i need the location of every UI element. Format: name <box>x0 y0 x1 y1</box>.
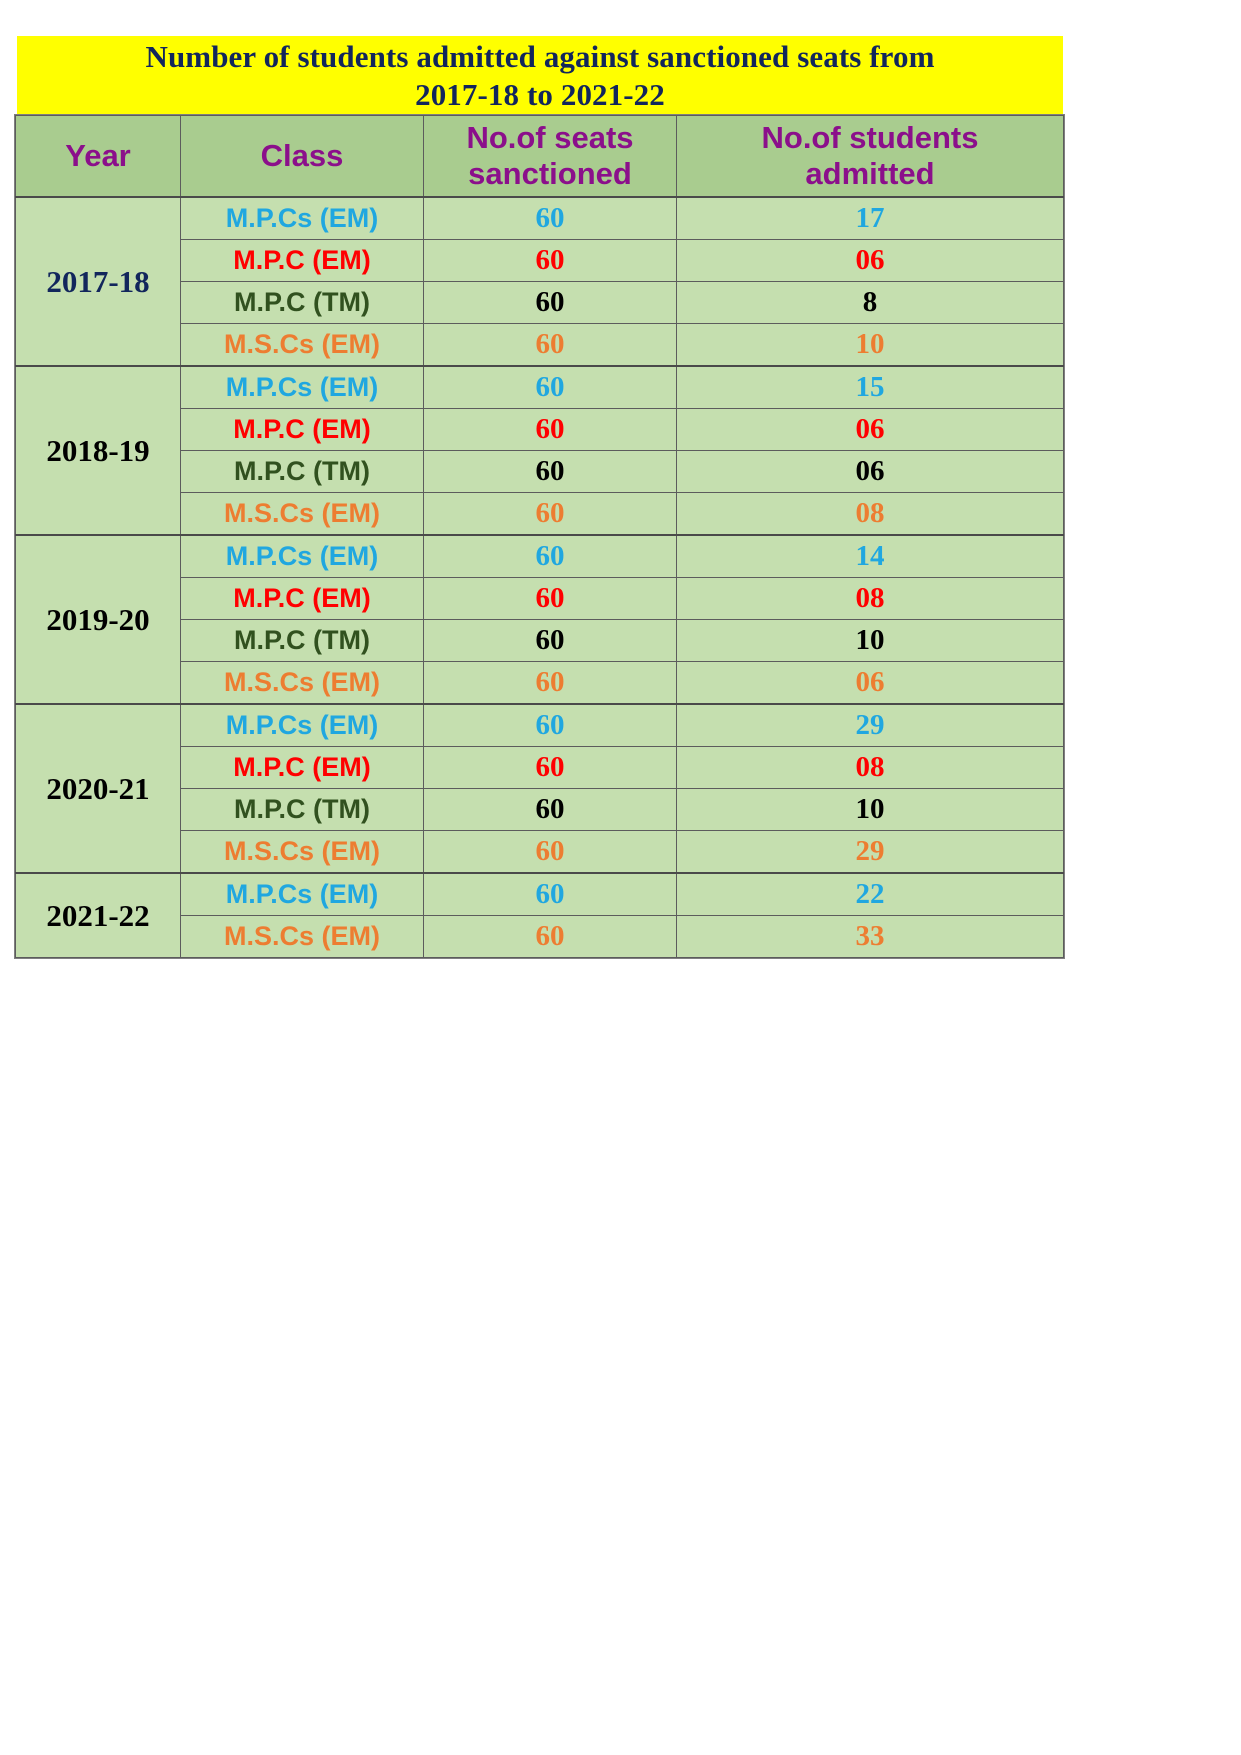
seats-sanctioned-cell: 60 <box>423 872 677 916</box>
table-row: M.P.C (TM) 60 8 <box>16 281 1064 324</box>
students-admitted-cell: 33 <box>676 915 1064 958</box>
seats-sanctioned-cell: 60 <box>423 703 677 747</box>
seats-sanctioned-cell: 60 <box>423 619 677 662</box>
column-header-class: Class <box>180 115 424 198</box>
table-row: M.S.Cs (EM) 60 33 <box>16 915 1064 958</box>
seats-sanctioned-cell: 60 <box>423 323 677 367</box>
seats-sanctioned-cell: 60 <box>423 661 677 705</box>
table-row: M.S.Cs (EM) 60 29 <box>16 830 1064 874</box>
students-admitted-cell: 06 <box>676 408 1064 451</box>
table-row: M.P.C (TM) 60 10 <box>16 788 1064 831</box>
class-cell: M.P.C (EM) <box>180 239 424 282</box>
students-admitted-cell: 06 <box>676 450 1064 493</box>
seats-sanctioned-cell: 60 <box>423 915 677 958</box>
students-admitted-cell: 06 <box>676 661 1064 705</box>
class-cell: M.P.C (EM) <box>180 746 424 789</box>
students-admitted-cell: 10 <box>676 788 1064 831</box>
seats-sanctioned-cell: 60 <box>423 746 677 789</box>
table-row: M.P.C (EM) 60 06 <box>16 408 1064 451</box>
table-body: 2017-18 M.P.Cs (EM) 60 17 M.P.C (EM) 60 06 M.P.… <box>15 196 1064 958</box>
seats-sanctioned-cell: 60 <box>423 281 677 324</box>
table-row: M.S.Cs (EM) 60 06 <box>16 661 1064 705</box>
seats-sanctioned-cell: 60 <box>423 577 677 620</box>
students-admitted-cell: 29 <box>676 703 1064 747</box>
students-admitted-cell: 10 <box>676 323 1064 367</box>
class-cell: M.S.Cs (EM) <box>180 323 424 367</box>
students-admitted-cell: 8 <box>676 281 1064 324</box>
seats-sanctioned-cell: 60 <box>423 408 677 451</box>
column-header-seats-sanctioned: No.of seats sanctioned <box>423 115 677 198</box>
table-row: 2018-19 M.P.Cs (EM) 60 15 <box>15 365 1064 536</box>
class-cell: M.P.Cs (EM) <box>180 703 424 747</box>
students-admitted-cell: 22 <box>676 872 1064 916</box>
class-cell: M.S.Cs (EM) <box>180 915 424 958</box>
column-header-year: Year <box>15 115 181 198</box>
table-row: M.P.C (EM) 60 08 <box>16 577 1064 620</box>
seats-sanctioned-cell: 60 <box>423 492 677 536</box>
class-cell: M.S.Cs (EM) <box>180 661 424 705</box>
class-cell: M.P.Cs (EM) <box>180 196 424 240</box>
table-row: M.P.C (TM) 60 10 <box>16 619 1064 662</box>
table-row: M.P.C (TM) 60 06 <box>16 450 1064 493</box>
seats-sanctioned-cell: 60 <box>423 534 677 578</box>
table-row: M.S.Cs (EM) 60 10 <box>16 323 1064 367</box>
students-admitted-cell: 17 <box>676 196 1064 240</box>
table-row: 2021-22 M.P.Cs (EM) 60 22 <box>15 872 1064 958</box>
header-row: Year Class No.of seats sanctioned No.of … <box>15 115 1064 198</box>
page-title: Number of students admitted against sanc… <box>145 38 935 112</box>
year-cell: 2017-18 <box>15 196 181 367</box>
year-cell: 2020-21 <box>15 703 181 874</box>
students-admitted-cell: 08 <box>676 746 1064 789</box>
seats-sanctioned-cell: 60 <box>423 239 677 282</box>
admissions-table: Year Class No.of seats sanctioned No.of … <box>15 115 1064 958</box>
class-cell: M.P.C (TM) <box>180 450 424 493</box>
seats-sanctioned-cell: 60 <box>423 365 677 409</box>
table-row: 2019-20 M.P.Cs (EM) 60 14 <box>15 534 1064 705</box>
year-cell: 2019-20 <box>15 534 181 705</box>
class-cell: M.P.C (TM) <box>180 788 424 831</box>
seats-sanctioned-cell: 60 <box>423 830 677 874</box>
column-header-students-admitted: No.of students admitted <box>676 115 1064 198</box>
class-cell: M.S.Cs (EM) <box>180 830 424 874</box>
year-cell: 2018-19 <box>15 365 181 536</box>
class-cell: M.P.C (TM) <box>180 619 424 662</box>
title-banner: Number of students admitted against sanc… <box>17 36 1063 115</box>
class-cell: M.S.Cs (EM) <box>180 492 424 536</box>
students-admitted-cell: 15 <box>676 365 1064 409</box>
seats-sanctioned-cell: 60 <box>423 196 677 240</box>
seats-sanctioned-cell: 60 <box>423 450 677 493</box>
class-cell: M.P.Cs (EM) <box>180 872 424 916</box>
table-row: 2020-21 M.P.Cs (EM) 60 29 <box>15 703 1064 874</box>
seats-sanctioned-cell: 60 <box>423 788 677 831</box>
year-cell: 2021-22 <box>15 872 181 958</box>
table-header: Year Class No.of seats sanctioned No.of … <box>15 115 1064 198</box>
students-admitted-cell: 14 <box>676 534 1064 578</box>
students-admitted-cell: 08 <box>676 492 1064 536</box>
class-cell: M.P.Cs (EM) <box>180 534 424 578</box>
class-cell: M.P.C (TM) <box>180 281 424 324</box>
students-admitted-cell: 06 <box>676 239 1064 282</box>
class-cell: M.P.C (EM) <box>180 577 424 620</box>
students-admitted-cell: 08 <box>676 577 1064 620</box>
students-admitted-cell: 10 <box>676 619 1064 662</box>
class-cell: M.P.Cs (EM) <box>180 365 424 409</box>
table-row: M.S.Cs (EM) 60 08 <box>16 492 1064 536</box>
students-admitted-cell: 29 <box>676 830 1064 874</box>
class-cell: M.P.C (EM) <box>180 408 424 451</box>
table-row: M.P.C (EM) 60 08 <box>16 746 1064 789</box>
table-row: 2017-18 M.P.Cs (EM) 60 17 <box>15 196 1064 367</box>
